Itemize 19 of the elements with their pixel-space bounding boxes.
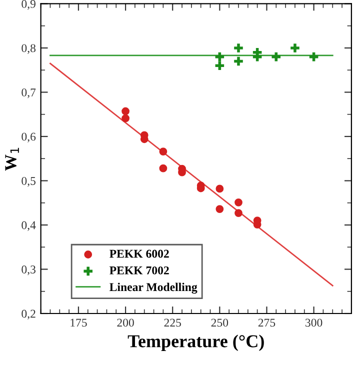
x-tick-label: 250 [211,318,228,327]
y-tick-label: 0,9 [22,0,36,10]
y-tick-label: 0,8 [22,44,36,54]
y-tick-label: 0,2 [22,310,36,320]
x-axis-title: Temperature (°C) [128,334,264,351]
y-axis-title: W$_{1}$ [5,148,19,171]
x-tick-label: 275 [258,318,276,327]
y-tick-label: 0,5 [22,176,36,187]
x-tick-label: 200 [117,318,134,327]
y-tick-label: 0,3 [22,265,36,276]
legend-label: Linear Modelling [110,282,198,294]
x-tick-label: 300 [306,318,322,327]
y-tick-label: 0,6 [22,132,36,142]
legend-label: PEKK 7002 [110,266,169,274]
y-tick-label: 0,4 [22,221,36,231]
legend-label: PEKK 6002 [110,250,169,258]
x-tick-label: 175 [70,318,87,327]
x-tick-label: 225 [164,318,181,327]
y-tick-label: 0,7 [22,88,36,98]
